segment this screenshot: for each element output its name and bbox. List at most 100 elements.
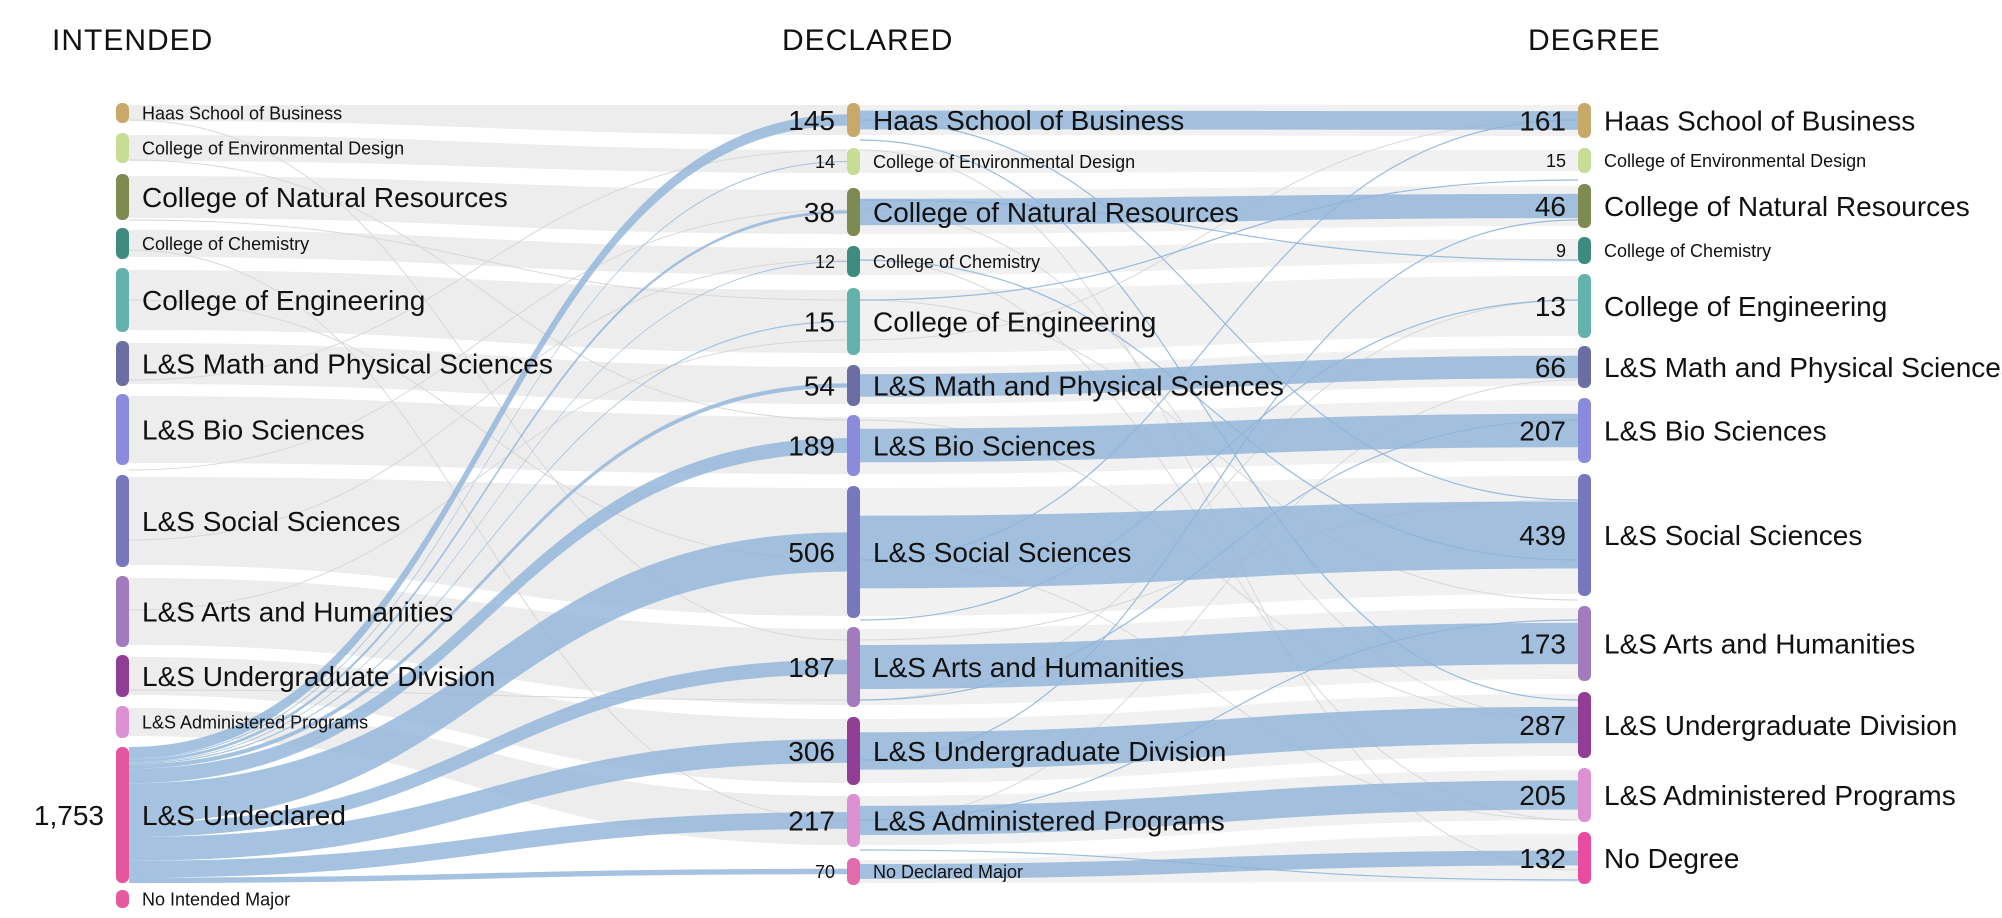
- flow-undeclared-to-no-declared-major[interactable]: [129, 868, 847, 883]
- node-intended-college-of-engineering[interactable]: College of Engineering: [116, 268, 425, 332]
- node-degree-lands-administered-programs[interactable]: L&S Administered Programs 205: [1519, 768, 1956, 822]
- node-degree-college-of-engineering[interactable]: College of Engineering 13: [1535, 274, 1887, 338]
- node-declared-lands-math-and-physical-sciences[interactable]: L&S Math and Physical Sciences 54: [804, 365, 1284, 406]
- node-bar: [847, 188, 860, 236]
- node-declared-lands-administered-programs[interactable]: L&S Administered Programs 217: [788, 794, 1225, 847]
- flow-undeclared-to-college-of-engineering[interactable]: [129, 320, 847, 765]
- node-label: L&S Undergraduate Division: [142, 661, 495, 692]
- node-bar: [116, 475, 129, 567]
- node-intended-no-intended-major[interactable]: No Intended Major: [116, 889, 290, 909]
- flow-undeclared-to-lands-bio-sciences[interactable]: [129, 438, 847, 784]
- node-degree-lands-social-sciences[interactable]: L&S Social Sciences 439: [1519, 474, 1862, 596]
- node-intended-lands-undeclared[interactable]: L&S Undeclared 1,753: [34, 747, 346, 883]
- node-label: College of Engineering: [1604, 291, 1887, 322]
- node-declared-lands-arts-and-humanities[interactable]: L&S Arts and Humanities 187: [788, 627, 1184, 707]
- node-declared-college-of-environmental-design[interactable]: College of Environmental Design 14: [815, 148, 1135, 175]
- node-declared-no-declared-major[interactable]: No Declared Major 70: [815, 858, 1023, 885]
- node-value: 70: [815, 862, 835, 882]
- node-declared-lands-social-sciences[interactable]: L&S Social Sciences 506: [788, 486, 1131, 618]
- bg-thin-flow: [128, 119, 848, 641]
- flow-undeclared-to-college-of-chemistry[interactable]: [129, 261, 847, 764]
- flow-declared-lands-math-and-physical-sciences-to-degree[interactable]: [860, 355, 1578, 397]
- node-intended-lands-undergraduate-division[interactable]: L&S Undergraduate Division: [116, 655, 495, 697]
- node-degree-lands-arts-and-humanities[interactable]: L&S Arts and Humanities 173: [1519, 606, 1915, 681]
- flow-declared-lands-administered-programs-to-degree[interactable]: [860, 780, 1578, 836]
- column-header-declared: DECLARED: [782, 24, 953, 57]
- flow-declared-lands-social-sciences-to-degree[interactable]: [860, 501, 1578, 589]
- node-intended-college-of-chemistry[interactable]: College of Chemistry: [116, 228, 309, 259]
- node-degree-lands-undergraduate-division[interactable]: L&S Undergraduate Division 287: [1519, 692, 1957, 758]
- node-value: 161: [1519, 105, 1566, 136]
- node-degree-lands-bio-sciences[interactable]: L&S Bio Sciences 207: [1519, 398, 1827, 463]
- node-intended-college-of-natural-resources[interactable]: College of Natural Resources: [116, 174, 508, 220]
- node-label: College of Natural Resources: [1604, 191, 1970, 222]
- node-declared-haas-school-of-business[interactable]: Haas School of Business 145: [788, 103, 1184, 137]
- flow-undeclared-to-college-of-natural-resources[interactable]: [129, 210, 847, 763]
- node-intended-lands-social-sciences[interactable]: L&S Social Sciences: [116, 475, 400, 567]
- flow-declared-lands-bio-sciences-to-degree[interactable]: [860, 413, 1578, 463]
- node-intended-lands-bio-sciences[interactable]: L&S Bio Sciences: [116, 394, 365, 465]
- node-bar: [847, 246, 860, 277]
- node-label: L&S Math and Physical Sciences: [142, 348, 553, 379]
- node-label: College of Chemistry: [873, 252, 1040, 272]
- node-declared-lands-undergraduate-division[interactable]: L&S Undergraduate Division 306: [788, 717, 1226, 785]
- node-degree-college-of-natural-resources[interactable]: College of Natural Resources 46: [1535, 184, 1970, 228]
- node-degree-college-of-chemistry[interactable]: College of Chemistry 9: [1556, 237, 1771, 264]
- flow-undeclared-to-lands-arts-and-humanities[interactable]: [129, 659, 847, 837]
- node-bar: [1578, 692, 1591, 758]
- node-value: 9: [1556, 241, 1566, 261]
- node-declared-college-of-chemistry[interactable]: College of Chemistry 12: [815, 246, 1040, 277]
- node-bar: [847, 486, 860, 618]
- bg-flow-degree-college-of-environmental-design: [860, 150, 1578, 173]
- node-bar: [116, 576, 129, 647]
- node-bar: [116, 228, 129, 259]
- node-bar: [116, 268, 129, 332]
- node-value: 38: [804, 197, 835, 228]
- flow-declared-no-declared-major-to-degree[interactable]: [860, 850, 1578, 879]
- node-bar: [116, 655, 129, 697]
- node-degree-college-of-environmental-design[interactable]: College of Environmental Design 15: [1546, 148, 1866, 173]
- node-degree-no-degree[interactable]: No Degree 132: [1519, 832, 1739, 884]
- node-intended-college-of-environmental-design[interactable]: College of Environmental Design: [116, 133, 404, 163]
- node-intended-lands-math-and-physical-sciences[interactable]: L&S Math and Physical Sciences: [116, 341, 553, 386]
- flow-undeclared-to-lands-undergraduate-division[interactable]: [129, 739, 847, 861]
- node-label: L&S Administered Programs: [1604, 780, 1956, 811]
- node-label: L&S Bio Sciences: [873, 430, 1096, 461]
- node-label: College of Environmental Design: [1604, 151, 1866, 171]
- bg-flow-college-of-environmental-design: [129, 135, 847, 173]
- node-degree-haas-school-of-business[interactable]: Haas School of Business 161: [1519, 103, 1915, 138]
- flow-declared-haas-school-of-business-to-degree[interactable]: [860, 110, 1578, 130]
- flow-undeclared-to-college-of-environmental-design[interactable]: [129, 160, 847, 760]
- node-declared-college-of-engineering[interactable]: College of Engineering 15: [804, 288, 1156, 355]
- node-label: College of Engineering: [142, 285, 425, 316]
- node-bar: [847, 858, 860, 885]
- column-header-intended: INTENDED: [52, 24, 213, 57]
- flow-undeclared-to-haas-school-of-business[interactable]: [129, 114, 847, 759]
- node-value: 145: [788, 105, 835, 136]
- node-label: L&S Arts and Humanities: [873, 652, 1184, 683]
- node-bar: [847, 717, 860, 785]
- node-intended-lands-arts-and-humanities[interactable]: L&S Arts and Humanities: [116, 576, 453, 647]
- node-degree-lands-math-and-physical-sciences[interactable]: L&S Math and Physical Sciences 66: [1535, 346, 2002, 388]
- thin-highlight-flow: [859, 419, 1579, 701]
- node-declared-college-of-natural-resources[interactable]: College of Natural Resources 38: [804, 188, 1239, 236]
- node-intended-lands-administered-programs[interactable]: L&S Administered Programs: [116, 706, 368, 738]
- node-label: L&S Social Sciences: [873, 537, 1131, 568]
- node-label: L&S Undergraduate Division: [1604, 710, 1957, 741]
- node-intended-haas-school-of-business[interactable]: Haas School of Business: [116, 103, 342, 123]
- node-declared-lands-bio-sciences[interactable]: L&S Bio Sciences 189: [788, 415, 1096, 476]
- flow-undeclared-to-lands-administered-programs[interactable]: [129, 812, 847, 878]
- node-bar: [116, 174, 129, 220]
- flow-declared-college-of-natural-resources-to-degree[interactable]: [860, 193, 1578, 226]
- node-value: 205: [1519, 780, 1566, 811]
- flow-undeclared-to-lands-social-sciences[interactable]: [129, 532, 847, 823]
- flow-declared-lands-undergraduate-division-to-degree[interactable]: [860, 706, 1578, 770]
- node-value: 46: [1535, 191, 1566, 222]
- flow-declared-lands-arts-and-humanities-to-degree[interactable]: [860, 622, 1578, 689]
- thin-highlight-flow: [859, 119, 1579, 501]
- column-header-degree: DEGREE: [1528, 24, 1661, 57]
- flow-undeclared-to-lands-math-and-physical-sciences[interactable]: [129, 383, 847, 769]
- node-label: L&S Arts and Humanities: [1604, 628, 1915, 659]
- bg-thin-flow: [128, 159, 848, 421]
- node-bar: [1578, 474, 1591, 596]
